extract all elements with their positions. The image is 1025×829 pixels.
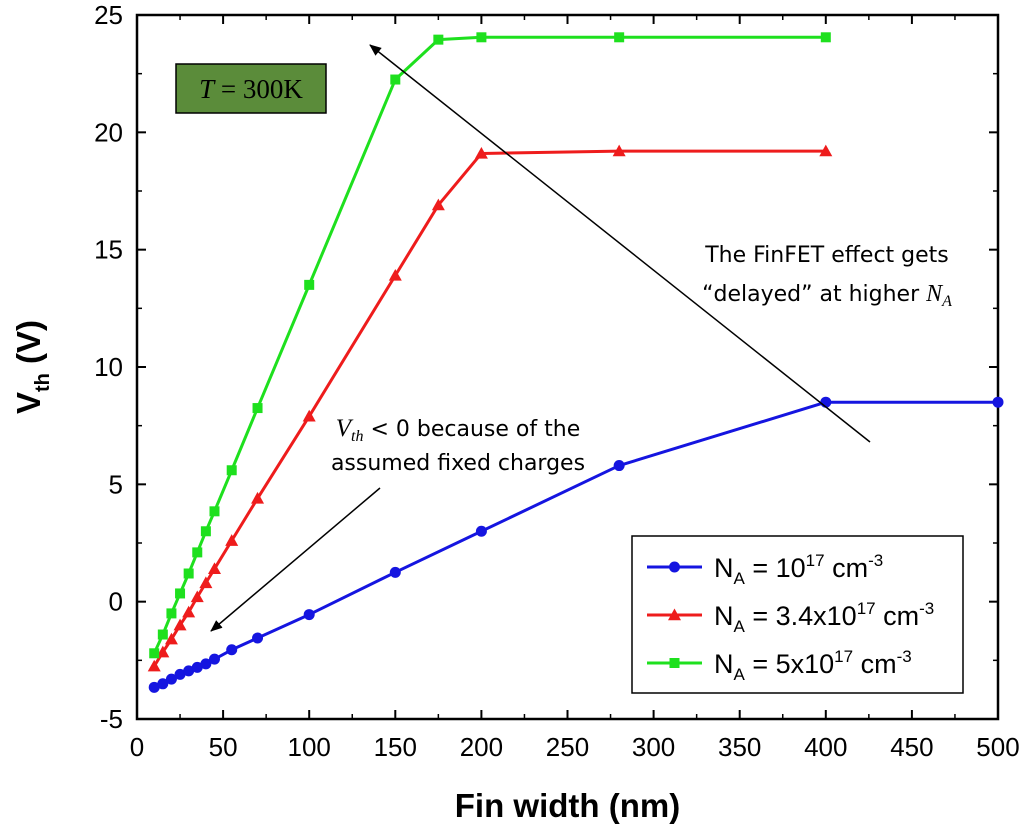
data-point	[166, 608, 177, 619]
x-tick-label: 100	[288, 732, 331, 762]
data-point	[191, 661, 203, 673]
data-point	[304, 279, 315, 290]
vth-arrow	[210, 487, 381, 632]
legend-label: NA = 5x1017 cm-3	[714, 647, 912, 684]
x-tick-label: 150	[374, 732, 417, 762]
x-tick-label: 350	[718, 732, 761, 762]
data-point	[251, 491, 265, 504]
x-tick-label: 300	[632, 732, 675, 762]
y-tick-label: 10	[94, 352, 123, 382]
legend-swatch-marker	[669, 658, 680, 668]
data-point	[183, 665, 195, 677]
x-tick-label: 0	[130, 732, 144, 762]
data-point	[165, 673, 177, 685]
temperature-badge-label: T = 300K	[199, 74, 303, 104]
legend-box	[631, 535, 964, 694]
legend-swatch-marker	[669, 561, 680, 573]
data-point	[199, 576, 213, 589]
data-point	[303, 609, 315, 621]
series-line	[152, 149, 826, 667]
temperature-badge: T = 300K	[175, 63, 327, 114]
data-point	[157, 629, 168, 640]
data-point	[252, 403, 263, 414]
finfet-arrow	[369, 44, 871, 443]
data-point	[819, 144, 833, 157]
data-point	[226, 644, 238, 656]
data-point	[252, 632, 264, 644]
legend: NA = 1017 cm-3 NA = 3.4x1017 cm-3 NA = 5x1…	[631, 535, 964, 694]
data-point	[208, 653, 220, 665]
series-layer	[147, 32, 1004, 693]
axes: 0 50 100 150 200 250 300 350 400 450 500-505101520…	[10, 0, 1020, 824]
y-tick-label: 0	[109, 587, 123, 617]
data-point	[612, 144, 626, 157]
data-point	[200, 526, 211, 537]
data-point	[149, 648, 160, 659]
series-line	[152, 35, 826, 654]
y-tick-label: 5	[109, 469, 123, 499]
vth-annotation: Vth < 0 because of the assumed fixed cha…	[210, 415, 585, 632]
data-point	[147, 659, 161, 672]
data-point	[475, 525, 487, 537]
series-square	[149, 32, 831, 659]
data-point	[182, 605, 196, 618]
legend-entry: NA = 3.4x1017 cm-3	[647, 599, 934, 636]
data-point	[225, 534, 239, 546]
y-tick-label: 25	[94, 0, 123, 30]
data-point	[156, 645, 170, 658]
y-tick-label: -5	[100, 704, 123, 734]
data-point	[190, 590, 204, 603]
x-tick-label: 450	[890, 732, 933, 762]
vth-annotation-line1: Vth < 0 because of the	[336, 415, 580, 445]
vth-annotation-line2: assumed fixed charges	[331, 451, 585, 476]
data-point	[476, 32, 487, 43]
data-point	[209, 506, 220, 517]
data-point	[820, 32, 831, 43]
data-point	[433, 34, 444, 45]
data-point	[389, 566, 401, 578]
data-point	[157, 678, 169, 690]
data-point	[148, 681, 160, 693]
x-tick-label: 250	[546, 732, 589, 762]
x-tick-label: 50	[209, 732, 238, 762]
finfet-annotation: The FinFET effect gets “delayed” at high…	[369, 44, 952, 443]
data-point	[390, 74, 401, 85]
data-point	[200, 658, 212, 670]
data-point	[164, 632, 178, 645]
x-tick-label: 400	[804, 732, 847, 762]
temperature-badge-box	[175, 63, 327, 114]
data-point	[992, 396, 1004, 408]
finfet-annotation-line2: “delayed” at higher NA	[702, 281, 952, 310]
data-point	[388, 268, 402, 281]
y-axis-title: Vth (V)	[10, 320, 54, 414]
data-point	[431, 198, 445, 211]
y-tick-label: 15	[94, 235, 123, 265]
x-axis-title: Fin width (nm)	[455, 787, 680, 824]
legend-entry: NA = 1017 cm-3	[647, 551, 883, 588]
x-tick-label: 200	[460, 732, 503, 762]
data-point	[614, 32, 625, 43]
legend-entry: NA = 5x1017 cm-3	[647, 647, 912, 684]
x-tick-label: 500	[976, 732, 1019, 762]
data-point	[173, 618, 187, 631]
data-point	[226, 465, 237, 476]
data-point	[474, 146, 488, 159]
data-point	[192, 547, 203, 558]
data-point	[174, 668, 186, 680]
legend-label: NA = 1017 cm-3	[714, 551, 883, 588]
data-point	[175, 588, 186, 599]
legend-label: NA = 3.4x1017 cm-3	[714, 599, 934, 636]
data-point	[207, 562, 221, 575]
data-point	[302, 409, 316, 422]
data-point	[613, 460, 625, 472]
y-tick-label: 20	[94, 117, 123, 147]
data-point	[183, 568, 194, 579]
finfet-annotation-line1: The FinFET effect gets	[704, 243, 949, 268]
legend-swatch-marker	[668, 608, 681, 621]
series-triangle	[147, 144, 833, 672]
